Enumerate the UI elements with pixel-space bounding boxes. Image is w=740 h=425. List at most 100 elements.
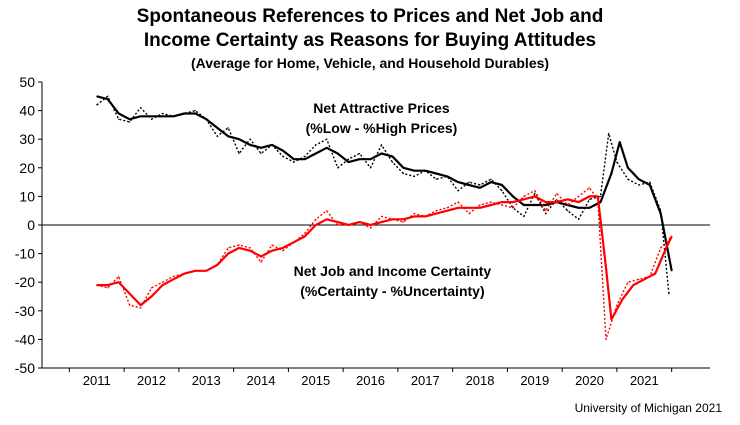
data-point-prices_raw (545, 213, 547, 215)
data-point-prices_avg (380, 152, 383, 155)
data-point-jobs_avg (304, 235, 306, 237)
data-point-prices_avg (610, 172, 613, 175)
data-point-jobs_avg (523, 198, 525, 200)
data-point-jobs_avg (359, 221, 361, 223)
data-point-jobs_raw (660, 247, 662, 249)
y-tick-label: -40 (15, 331, 35, 347)
data-point-jobs_raw (605, 338, 607, 340)
x-tick-label: 2018 (466, 373, 495, 388)
data-point-prices_avg (183, 112, 185, 115)
data-point-jobs_avg (588, 195, 591, 197)
data-point-jobs_avg (260, 255, 262, 258)
data-point-prices_avg (638, 178, 640, 180)
data-point-prices_raw (293, 161, 295, 163)
data-point-jobs_avg (150, 295, 153, 298)
data-point-prices_raw (150, 118, 153, 120)
data-point-jobs_avg (610, 318, 613, 320)
x-tick-label: 2017 (411, 373, 440, 388)
data-point-prices_raw (578, 218, 580, 220)
data-point-jobs_raw (161, 281, 164, 283)
data-point-jobs_raw (638, 278, 640, 280)
annotation-jobs-3: (%Certainty - %Uncertainty) (300, 283, 484, 299)
data-point-jobs_raw (402, 221, 404, 223)
data-point-jobs_raw (271, 244, 273, 246)
data-point-prices_raw (556, 198, 558, 200)
data-point-prices_raw (649, 181, 651, 183)
data-point-prices_raw (588, 198, 591, 200)
data-point-prices_raw (304, 155, 306, 157)
data-point-prices_avg (348, 161, 350, 163)
x-tick-label: 2021 (630, 373, 659, 388)
y-tick-label: 50 (19, 74, 35, 90)
data-point-prices_avg (282, 150, 284, 152)
data-point-prices_avg (446, 175, 448, 177)
data-point-prices_raw (238, 152, 240, 155)
data-point-prices_avg (227, 135, 229, 137)
data-point-jobs_avg (632, 284, 634, 286)
data-point-prices_avg (435, 172, 437, 175)
data-point-prices_avg (359, 158, 361, 160)
data-point-jobs_avg (534, 195, 536, 197)
data-point-jobs_avg (424, 215, 426, 217)
data-point-jobs_raw (337, 224, 339, 226)
annotation-prices-0: Net Attractive Prices (313, 100, 450, 116)
data-point-prices_avg (671, 270, 673, 272)
data-point-jobs_avg (665, 247, 667, 249)
data-point-prices_avg (588, 207, 591, 209)
data-point-jobs_avg (446, 210, 448, 212)
data-point-prices_raw (599, 195, 602, 197)
data-point-prices_raw (194, 110, 196, 112)
data-point-jobs_avg (578, 201, 580, 203)
x-tick-label: 2014 (247, 373, 276, 388)
data-point-jobs_avg (501, 201, 503, 203)
data-point-prices_raw (359, 152, 361, 155)
data-point-prices_raw (129, 121, 131, 123)
data-point-prices_raw (501, 190, 503, 192)
data-point-jobs_avg (643, 278, 645, 280)
data-point-jobs_avg (249, 250, 251, 252)
series-line-prices_raw (96, 95, 670, 294)
data-point-jobs_avg (118, 281, 120, 283)
data-point-prices_raw (402, 172, 404, 175)
data-point-jobs_raw (556, 192, 558, 195)
data-point-prices_raw (118, 118, 120, 120)
y-tick-label: 0 (27, 217, 35, 233)
data-point-jobs_avg (597, 195, 599, 197)
data-point-jobs_avg (315, 224, 317, 226)
data-point-jobs_avg (369, 224, 372, 226)
data-point-jobs_raw (578, 195, 580, 197)
data-point-prices_raw (337, 167, 339, 169)
data-point-prices_raw (315, 144, 317, 146)
data-point-jobs_avg (129, 293, 131, 295)
data-point-prices_avg (391, 155, 393, 157)
data-point-jobs_raw (468, 213, 470, 215)
data-point-prices_avg (457, 181, 459, 183)
data-point-jobs_raw (249, 247, 251, 249)
data-point-jobs_avg (326, 218, 328, 220)
data-point-prices_raw (326, 138, 328, 140)
data-point-jobs_raw (457, 201, 459, 203)
data-point-jobs_avg (183, 273, 185, 275)
data-point-jobs_avg (172, 278, 174, 280)
data-point-jobs_raw (413, 213, 415, 215)
data-point-jobs_avg (161, 284, 164, 286)
data-point-jobs_raw (227, 247, 229, 249)
data-point-prices_avg (413, 170, 415, 172)
y-tick-label: 40 (19, 103, 35, 119)
data-point-prices_avg (660, 213, 662, 215)
data-point-prices_raw (490, 178, 492, 180)
data-point-prices_raw (534, 192, 536, 195)
data-point-prices_avg (326, 147, 328, 149)
data-point-jobs_avg (348, 224, 350, 226)
data-point-prices_raw (616, 161, 618, 163)
data-point-jobs_raw (627, 281, 629, 283)
data-point-jobs_raw (380, 215, 383, 217)
data-point-jobs_avg (556, 201, 558, 203)
y-tick-label: 10 (19, 188, 35, 204)
data-point-jobs_avg (337, 221, 339, 223)
x-tick-label: 2016 (356, 373, 385, 388)
data-point-prices_avg (304, 158, 306, 160)
chart-title-line2: Income Certainty as Reasons for Buying A… (143, 30, 597, 51)
data-point-jobs_avg (605, 267, 607, 269)
